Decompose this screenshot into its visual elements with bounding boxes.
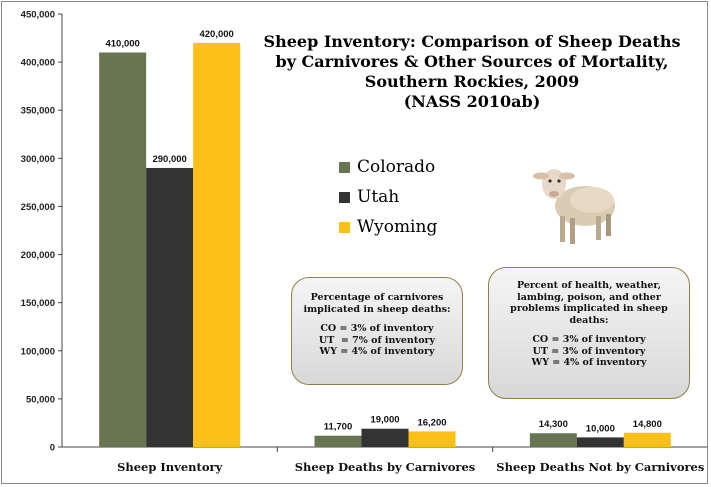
data-label: 14,300 [539,419,568,430]
callout-line: CO = 3% of inventory [320,323,434,334]
bar-utah [146,167,194,447]
callout-heading-line: deaths: [569,314,609,326]
chart-title: Sheep Inventory: Comparison of Sheep Dea… [260,32,684,112]
legend-label: Colorado [357,157,436,177]
data-label: 16,200 [417,417,446,428]
data-label: 19,000 [370,415,399,426]
legend-swatch [339,191,350,203]
data-label: 14,800 [633,419,662,430]
legend-label: Wyoming [357,217,438,237]
bar-wyoming [408,431,456,447]
title-line-4: (NASS 2010ab) [403,92,541,111]
legend-item-colorado: Colorado [339,152,437,182]
data-label: 420,000 [199,29,233,40]
legend-item-wyoming: Wyoming [339,212,437,242]
bar-colorado [529,433,577,447]
data-label: 290,000 [152,154,186,165]
callout-heading-line: implicated in sheep deaths: [303,303,451,315]
y-tick-label: 250,000 [21,202,55,213]
data-label: 410,000 [105,38,139,49]
y-tick-label: 300,000 [21,154,55,165]
callout-line: CO = 3% of inventory [532,334,646,345]
bar-utah [576,437,624,447]
callout-lines: CO = 3% of inventory UT = 3% of inventor… [489,334,689,369]
x-category-label: Sheep Deaths Not by Carnivores [496,460,704,474]
callout-lines: CO = 3% of inventory UT = 7% of inventor… [292,323,462,358]
legend: Colorado Utah Wyoming [339,152,437,242]
sheep-icon [533,169,615,244]
callout-line: UT = 3% of inventory [532,345,646,357]
legend-label: Utah [357,187,400,207]
legend-item-utah: Utah [339,182,437,212]
data-label: 11,700 [324,422,353,433]
data-label: 10,000 [586,423,615,434]
callout-line: UT = 7% of inventory [318,334,436,346]
y-tick-label: 450,000 [21,10,55,21]
title-line-2: by Carnivores & Other Sources of Mortali… [275,52,669,71]
y-tick-label: 50,000 [26,394,55,405]
x-category-label: Sheep Inventory [117,460,222,474]
callout-heading-line: lambing, poison, and other [517,291,661,303]
y-tick-label: 400,000 [21,58,55,69]
title-line-3: Southern Rockies, 2009 [364,72,580,91]
y-tick-label: 150,000 [21,298,55,309]
legend-swatch [339,221,350,233]
callout-line: WY = 4% of inventory [531,357,647,368]
bar-colorado [99,52,147,447]
bar-colorado [314,435,362,447]
bar-wyoming [193,42,241,447]
other-causes-callout: Percent of health, weather, lambing, poi… [488,267,690,399]
y-tick-label: 0 [50,443,55,454]
callout-heading-line: Percentage of carnivores [310,292,444,303]
y-tick-label: 350,000 [21,106,55,117]
title-line-1: Sheep Inventory: Comparison of Sheep Dea… [263,32,681,51]
bar-wyoming [623,432,671,447]
y-tick-label: 200,000 [21,250,55,261]
carnivore-callout: Percentage of carnivores implicated in s… [291,277,463,385]
callout-line: WY = 4% of inventory [319,346,435,357]
legend-swatch [339,161,350,173]
y-tick-label: 100,000 [21,346,55,357]
bar-utah [361,428,409,447]
x-category-label: Sheep Deaths by Carnivores [295,460,476,474]
callout-heading-line: Percent of health, weather, [516,280,662,291]
callout-heading-line: problems implicated in sheep [510,303,668,314]
